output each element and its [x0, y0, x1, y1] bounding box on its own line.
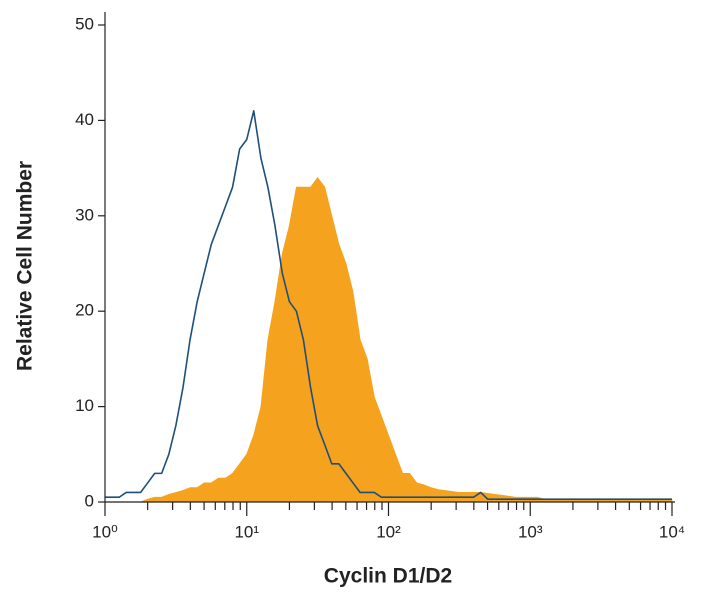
histogram-outline	[105, 110, 672, 500]
x-tick-label: 10⁰	[92, 522, 118, 541]
y-tick-label: 40	[75, 110, 94, 129]
x-tick-label: 10³	[518, 522, 543, 541]
x-axis-title: Cyclin D1/D2	[324, 565, 452, 588]
x-tick-label: 10¹	[234, 522, 259, 541]
y-axis-title: Relative Cell Number	[14, 161, 37, 371]
histogram-area	[105, 176, 673, 503]
y-tick-label: 30	[75, 205, 94, 224]
x-tick-label: 10²	[376, 522, 401, 541]
y-tick-label: 0	[85, 491, 94, 510]
y-tick-label: 10	[75, 396, 94, 415]
y-tick-label: 50	[75, 14, 94, 33]
x-tick-label: 10⁴	[659, 522, 685, 541]
y-tick-label: 20	[75, 301, 94, 320]
